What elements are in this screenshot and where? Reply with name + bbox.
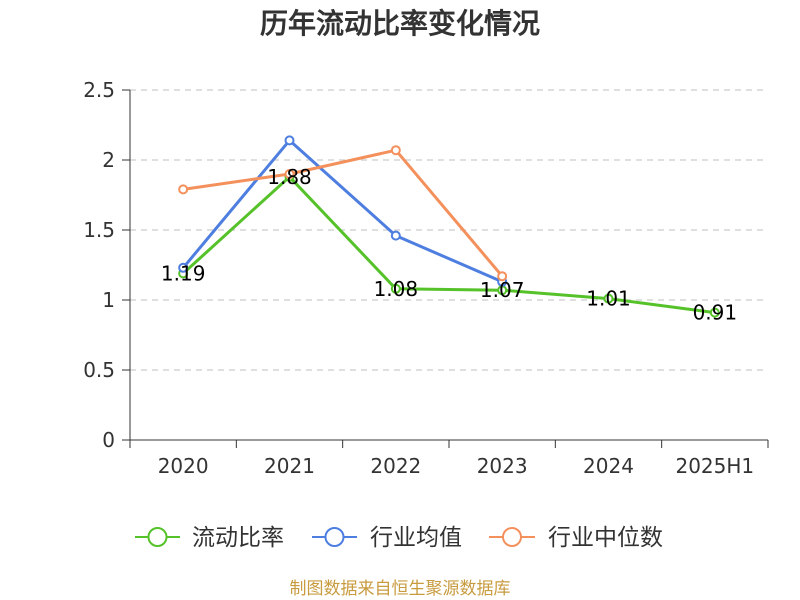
data-label: 1.08 [374, 277, 419, 301]
series-line [181, 138, 504, 284]
series-layer [178, 135, 720, 318]
data-point [178, 262, 189, 273]
axes: 0 0.5 1 1.5 2 2.5 2020 2021 2022 2023 2024 2025H1 [83, 78, 769, 478]
data-point [284, 135, 295, 146]
y-tick-label: 0 [102, 428, 115, 452]
y-tick-label: 1.5 [83, 218, 115, 242]
legend-item-industry-mean[interactable]: 行业均值 [312, 525, 462, 551]
legend-label: 行业均值 [370, 525, 462, 551]
legend-item-current-ratio[interactable]: 流动比率 [135, 525, 284, 551]
x-tick-label: 2024 [583, 454, 634, 478]
y-tick-label: 0.5 [83, 358, 115, 382]
legend-circle-icon [324, 527, 345, 547]
y-tick-label: 2.5 [83, 78, 115, 102]
data-label: 1.07 [480, 278, 525, 302]
data-point [178, 184, 189, 195]
series-group [178, 145, 508, 282]
chart-title: 历年流动比率变化情况 [260, 7, 540, 40]
x-tick-label: 2020 [158, 454, 209, 478]
series-group [178, 171, 720, 318]
legend-circle-icon [502, 527, 522, 547]
y-tick-label: 2 [102, 148, 115, 172]
x-tick-label: 2021 [264, 454, 315, 478]
data-label: 1.19 [161, 261, 206, 285]
legend-circle-icon [147, 527, 168, 547]
data-label: 1.01 [586, 287, 631, 311]
data-point [390, 230, 401, 241]
legend-label: 流动比率 [192, 525, 284, 551]
x-tick-label: 2025H1 [675, 454, 754, 478]
series-line [181, 148, 504, 278]
x-tick-label: 2022 [370, 454, 421, 478]
data-point [284, 169, 295, 179]
source-note: 制图数据来自恒生聚源数据库 [290, 579, 511, 599]
grid-lines [130, 89, 768, 371]
legend-label: 行业中位数 [548, 525, 663, 551]
data-point [709, 307, 720, 318]
data-label: 1.88 [267, 165, 312, 189]
data-point [390, 145, 401, 156]
legend-item-industry-median[interactable]: 行业中位数 [489, 525, 663, 551]
series-line [181, 175, 717, 315]
data-label: 0.91 [693, 301, 738, 325]
legend: 流动比率 行业均值 行业中位数 [135, 525, 663, 551]
x-tick-label: 2023 [477, 454, 528, 478]
data-labels: 1.19 1.88 1.08 1.07 1.01 0.91 [161, 165, 737, 325]
data-point [603, 293, 614, 304]
y-tick-label: 1 [102, 288, 115, 312]
data-point [390, 283, 401, 294]
data-point [497, 271, 508, 282]
